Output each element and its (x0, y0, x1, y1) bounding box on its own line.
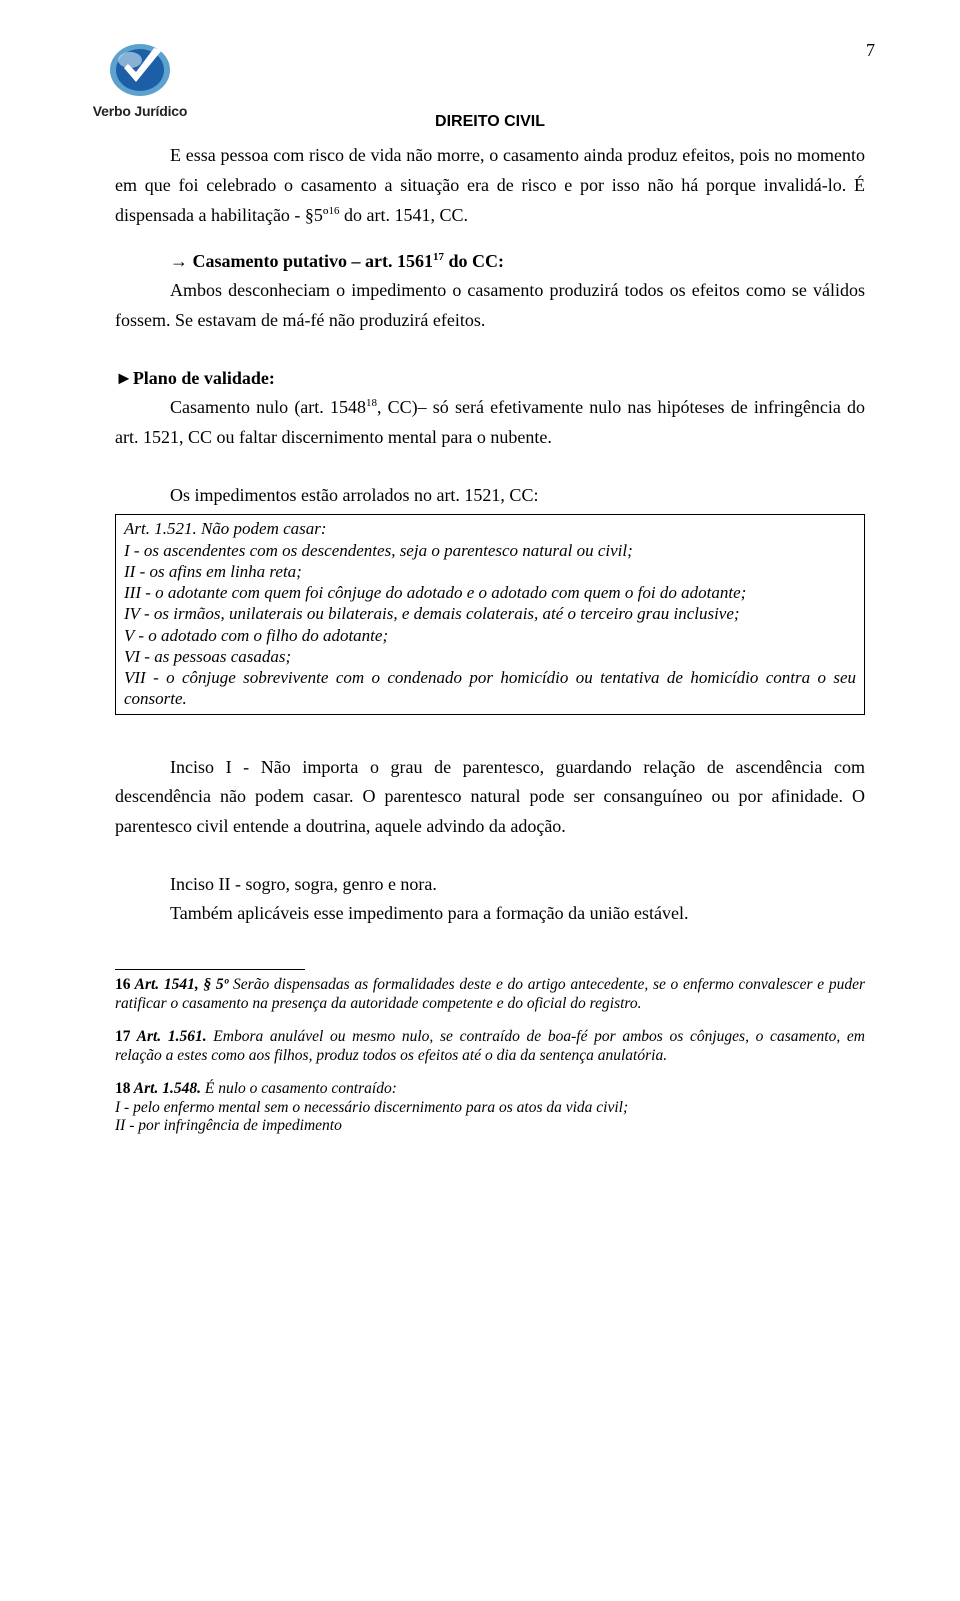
text: E essa pessoa com risco de vida não morr… (115, 145, 865, 224)
paragraph: Os impedimentos estão arrolados no art. … (115, 481, 865, 511)
text: Embora anulável ou mesmo nulo, se contra… (115, 1028, 865, 1064)
footnote-ref: 16 (329, 205, 340, 217)
arrow-icon: → (170, 251, 193, 271)
text: ►Plano de validade: (115, 368, 275, 388)
box-item: III - o adotante com quem foi cônjuge do… (124, 582, 856, 603)
box-item: II - os afins em linha reta; (124, 561, 856, 582)
paragraph-heading: ►Plano de validade: (115, 364, 865, 394)
article-box: Art. 1.521. Não podem casar: I - os asce… (115, 514, 865, 714)
footnote-ref: 17 (433, 251, 444, 263)
box-item: IV - os irmãos, unilaterais ou bilaterai… (124, 603, 856, 624)
footnote-ref: 18 (366, 397, 377, 409)
text: Art. 1541, § 5º (131, 976, 229, 993)
paragraph-heading: → Casamento putativo – art. 156117 do CC… (115, 247, 865, 277)
footnote-number: 17 (115, 1028, 131, 1045)
box-item: VII - o cônjuge sobrevivente com o conde… (124, 667, 856, 710)
paragraph: Também aplicáveis esse impedimento para … (115, 899, 865, 929)
text: do art. 1541, CC. (340, 205, 469, 225)
paragraph: Casamento nulo (art. 154818, CC)– só ser… (115, 393, 865, 452)
paragraph: E essa pessoa com risco de vida não morr… (115, 141, 865, 230)
footnote-separator (115, 969, 305, 970)
text: I - pelo enfermo mental sem o necessário… (115, 1099, 628, 1116)
text: Art. 1.561. (131, 1028, 207, 1045)
document-title: DIREITO CIVIL (115, 109, 865, 135)
footnote-number: 16 (115, 976, 131, 993)
box-item: I - os ascendentes com os descendentes, … (124, 540, 856, 561)
footnotes: 16 Art. 1541, § 5º Serão dispensadas as … (115, 976, 865, 1136)
checkmark-sphere-icon (106, 40, 174, 98)
footnote: 16 Art. 1541, § 5º Serão dispensadas as … (115, 976, 865, 1014)
footnote: 18 Art. 1.548. É nulo o casamento contra… (115, 1080, 865, 1137)
text: Casamento nulo (art. 1548 (170, 397, 366, 417)
text: II - por infringência de impedimento (115, 1117, 342, 1134)
footnote: 17 Art. 1.561. Embora anulável ou mesmo … (115, 1028, 865, 1066)
text: Serão dispensadas as formalidades deste … (115, 976, 865, 1012)
text: É nulo o casamento contraído: (201, 1080, 397, 1097)
paragraph: Inciso II - sogro, sogra, genro e nora. (115, 870, 865, 900)
page-number: 7 (866, 36, 875, 66)
box-item: V - o adotado com o filho do adotante; (124, 625, 856, 646)
box-title: Art. 1.521. Não podem casar: (124, 518, 856, 539)
text: Casamento putativo – art. 1561 (193, 251, 434, 271)
text: Art. 1.548. (131, 1080, 201, 1097)
document-body: E essa pessoa com risco de vida não morr… (115, 141, 865, 929)
footnote-number: 18 (115, 1080, 131, 1097)
brand-logo-block: Verbo Jurídico (80, 40, 200, 123)
text: do CC: (444, 251, 504, 271)
box-item: VI - as pessoas casadas; (124, 646, 856, 667)
brand-name: Verbo Jurídico (93, 100, 187, 123)
paragraph: Inciso I - Não importa o grau de parente… (115, 753, 865, 842)
paragraph: Ambos desconheciam o impedimento o casam… (115, 276, 865, 335)
